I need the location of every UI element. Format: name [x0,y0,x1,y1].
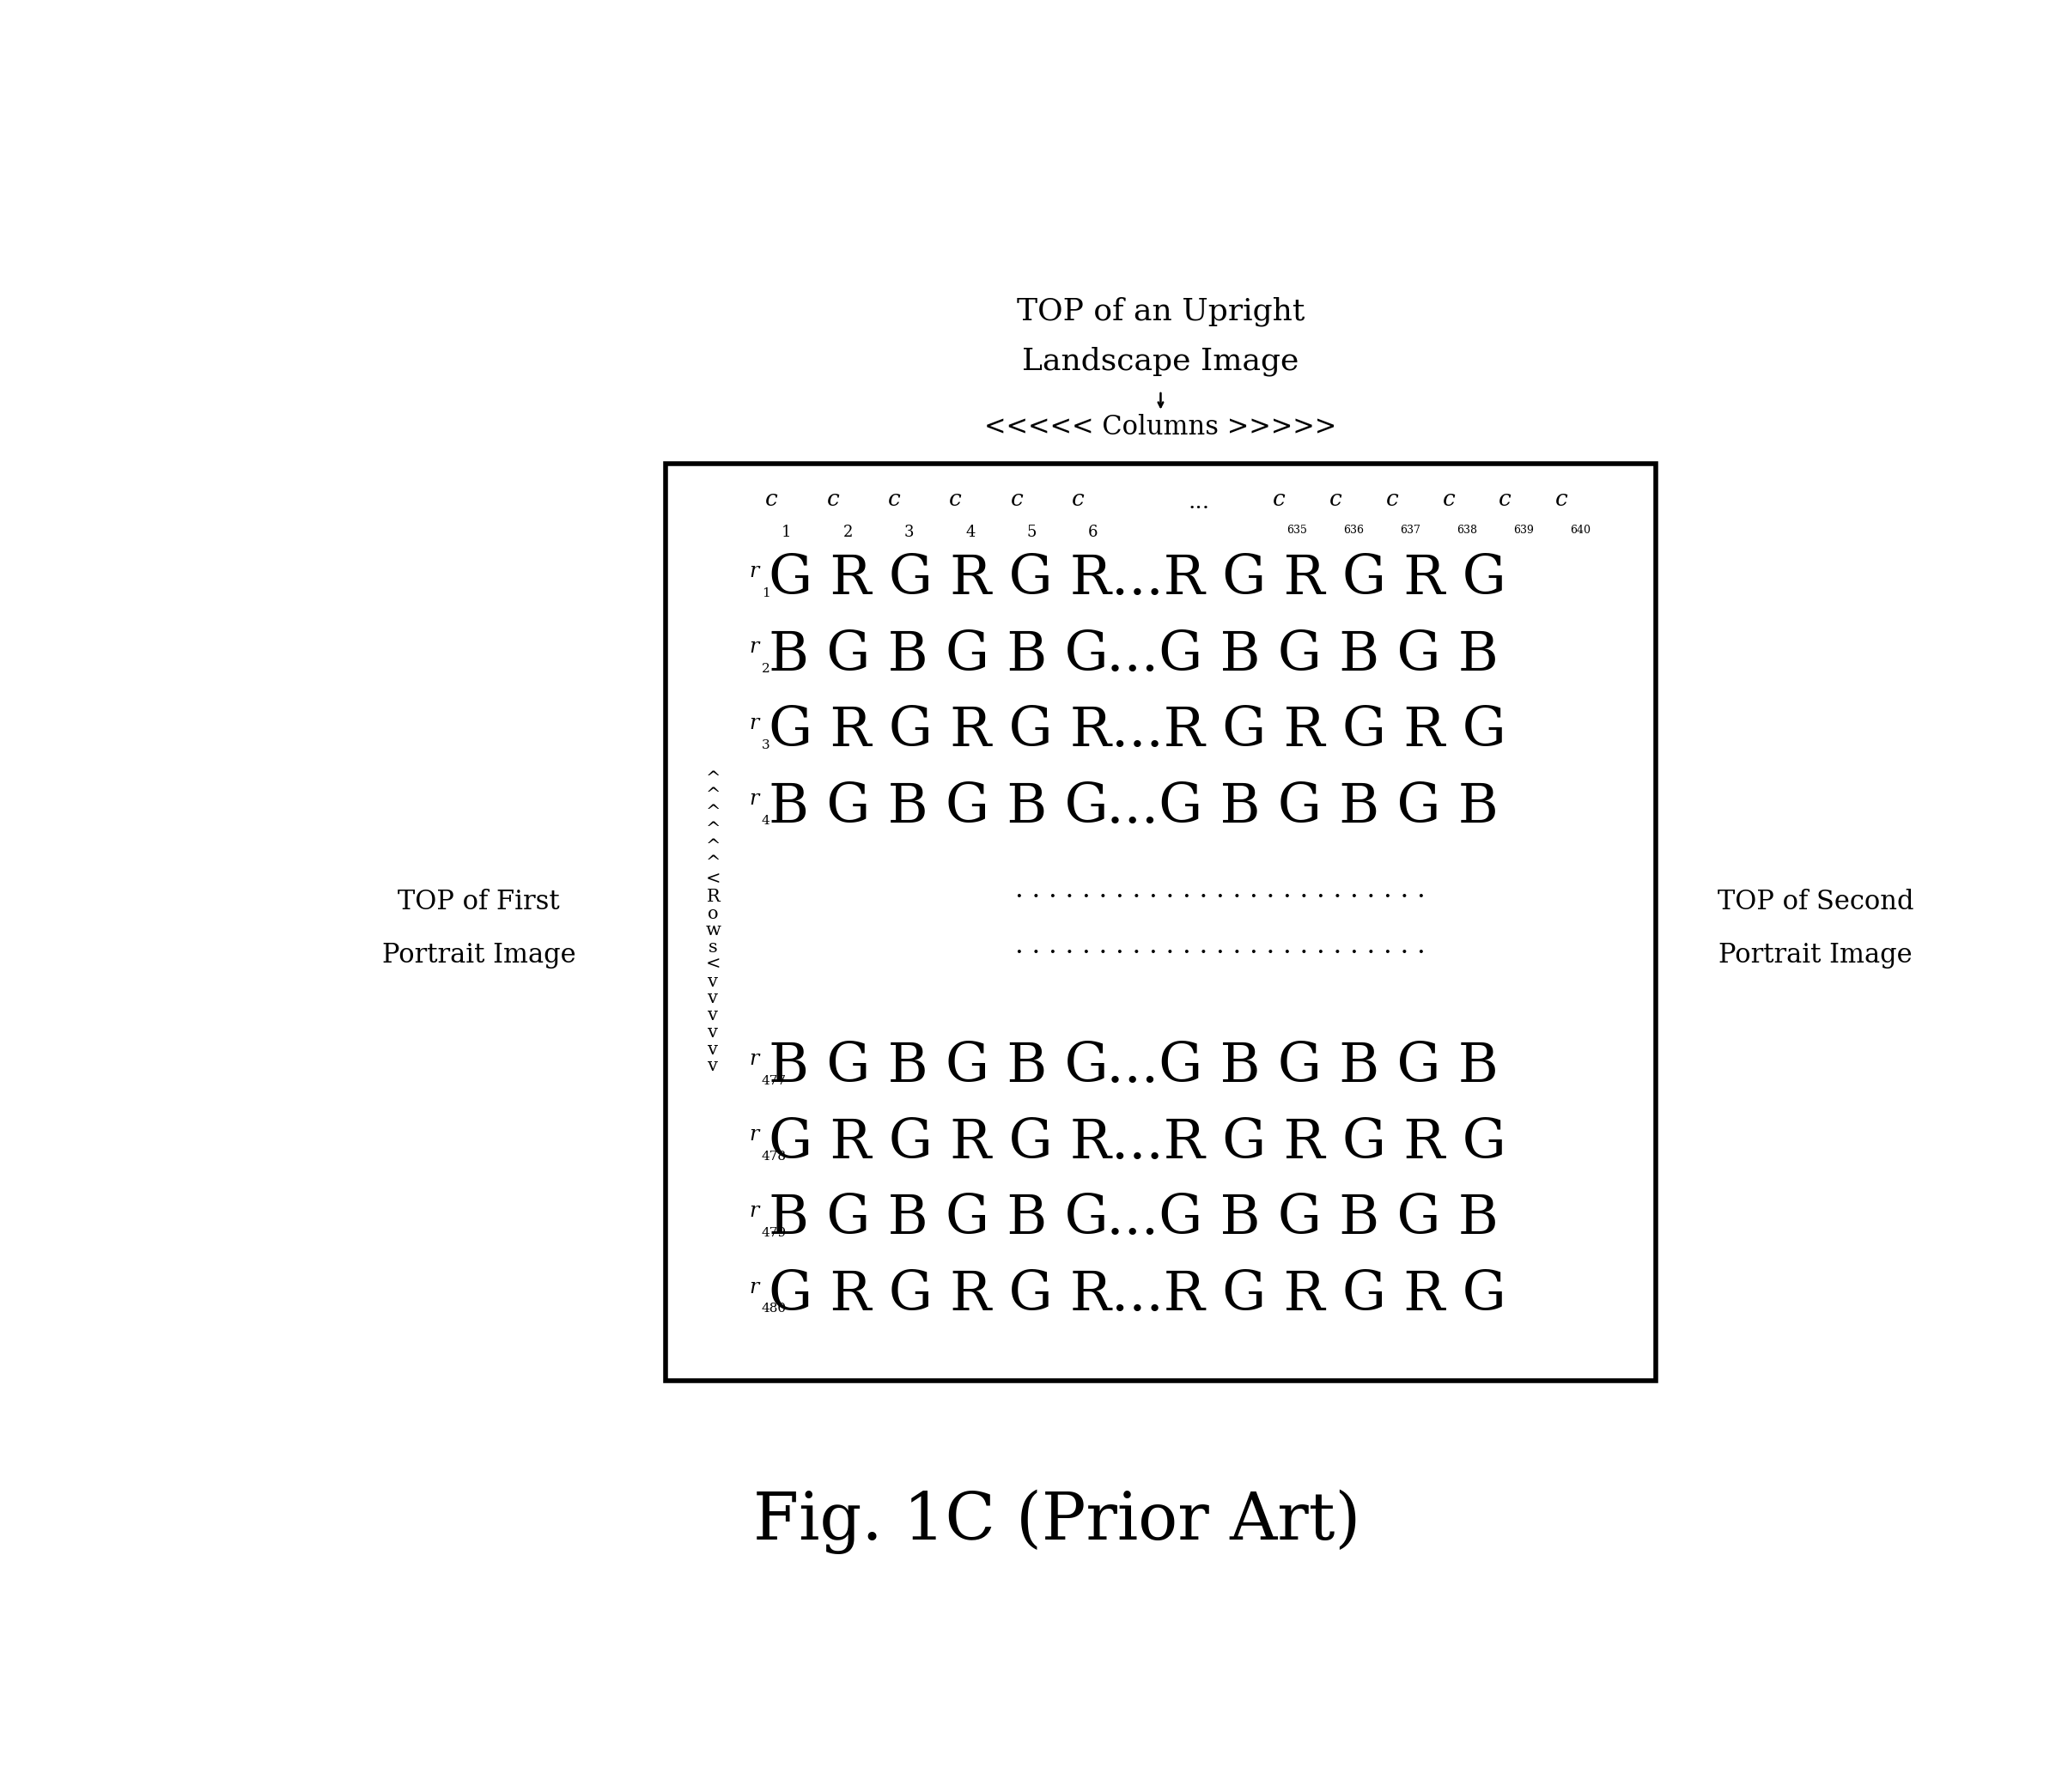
Text: <<<<< Columns >>>>>: <<<<< Columns >>>>> [984,414,1336,441]
Text: G R G R G R...R G R G R G: G R G R G R...R G R G R G [769,1269,1505,1321]
Text: c: c [889,487,901,509]
Text: G R G R G R...R G R G R G: G R G R G R...R G R G R G [769,554,1505,606]
Text: 6: 6 [1089,525,1097,541]
Text: 479: 479 [761,1228,788,1238]
Text: B G B G B G...G B G B G B: B G B G B G...G B G B G B [769,629,1499,681]
Text: 3: 3 [905,525,913,541]
Text: Landscape Image: Landscape Image [1023,346,1299,376]
Text: 638: 638 [1456,525,1476,536]
Text: TOP of First: TOP of First [398,889,561,916]
Text: r: r [749,1048,759,1068]
Text: r: r [749,561,759,581]
Text: . . . . . . . . . . . . . . . . . . . . . . . . .: . . . . . . . . . . . . . . . . . . . . … [1015,876,1425,903]
Text: ^
^
^
^
^
^
<
R
o
w
s
<
v
v
v
v
v
v: ^ ^ ^ ^ ^ ^ < R o w s < v v v v v v [705,771,722,1075]
Text: 5: 5 [1027,525,1037,541]
Text: r: r [749,1201,759,1220]
Text: c: c [1330,487,1342,509]
Text: r: r [749,790,759,810]
Text: 635: 635 [1287,525,1307,536]
Text: Portrait Image: Portrait Image [381,943,575,968]
Text: TOP of an Upright: TOP of an Upright [1017,296,1305,326]
Text: c: c [1441,487,1456,509]
Text: c: c [1010,487,1023,509]
Text: 640: 640 [1569,525,1590,536]
Text: Portrait Image: Portrait Image [1720,943,1914,968]
Text: r: r [749,1278,759,1297]
Text: B G B G B G...G B G B G B: B G B G B G...G B G B G B [769,1041,1499,1093]
Text: c: c [1386,487,1398,509]
Text: Fig. 1C (Prior Art): Fig. 1C (Prior Art) [753,1489,1361,1554]
Text: 3: 3 [761,738,769,751]
Text: 2: 2 [761,663,769,676]
Text: B G B G B G...G B G B G B: B G B G B G...G B G B G B [769,1193,1499,1245]
Text: 4: 4 [965,525,975,541]
Text: r: r [749,713,759,733]
Text: r: r [749,1125,759,1145]
Text: c: c [765,487,777,509]
Text: 636: 636 [1344,525,1365,536]
Text: 4: 4 [761,815,769,828]
Text: 639: 639 [1514,525,1534,536]
Bar [666,464,1656,1382]
Text: . . . . . . . . . . . . . . . . . . . . . . . . .: . . . . . . . . . . . . . . . . . . . . … [1015,934,1425,959]
Text: B G B G B G...G B G B G B: B G B G B G...G B G B G B [769,781,1499,833]
Text: 1: 1 [761,588,769,599]
Text: TOP of Second: TOP of Second [1718,889,1914,916]
Text: G R G R G R...R G R G R G: G R G R G R...R G R G R G [769,1116,1505,1168]
Text: 477: 477 [761,1075,788,1088]
Text: c: c [1555,487,1567,509]
Text: 478: 478 [761,1150,788,1163]
Text: c: c [1499,487,1511,509]
Text: 2: 2 [843,525,854,541]
Text: ...: ... [1188,491,1210,513]
Text: c: c [1072,487,1085,509]
Text: 1: 1 [781,525,792,541]
Text: c: c [827,487,839,509]
Text: 480: 480 [761,1303,788,1315]
Text: G R G R G R...R G R G R G: G R G R G R...R G R G R G [769,704,1505,758]
Text: c: c [949,487,961,509]
Text: c: c [1272,487,1285,509]
Text: r: r [749,638,759,658]
Text: 637: 637 [1400,525,1421,536]
